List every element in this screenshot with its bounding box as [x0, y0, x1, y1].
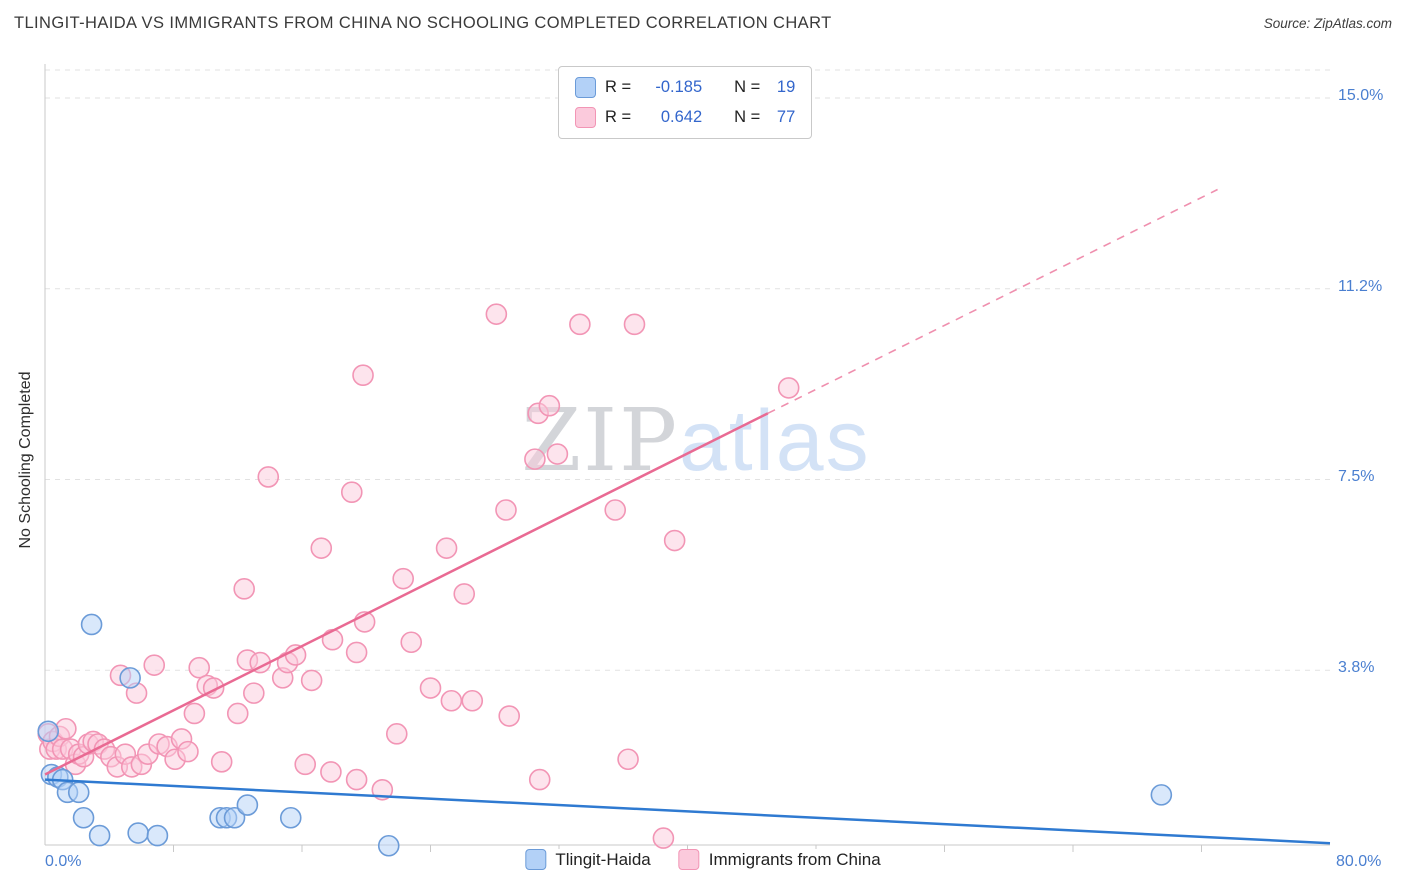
scatter-point-tlingit-haida [146, 824, 169, 847]
scatter-point-immigrants-from-china [498, 705, 521, 727]
r-label: R = [605, 108, 632, 126]
pink-series-swatch [575, 107, 596, 128]
scatter-point-tlingit-haida [127, 822, 149, 844]
scatter-point-immigrants-from-china [243, 682, 265, 704]
scatter-point-immigrants-from-china [777, 377, 800, 399]
legend-item-immigrants-china: Immigrants from China [678, 849, 881, 870]
scatter-point-immigrants-from-china [320, 761, 342, 783]
scatter-point-immigrants-from-china [538, 394, 561, 417]
x-axis-max-label: 80.0% [1336, 853, 1382, 870]
scatter-point-tlingit-haida [72, 806, 95, 829]
scatter-point-immigrants-from-china [604, 499, 627, 521]
scatter-point-immigrants-from-china [345, 641, 368, 664]
scatter-point-tlingit-haida [236, 794, 259, 816]
scatter-point-immigrants-from-china [340, 481, 363, 503]
scatter-point-immigrants-from-china [177, 740, 199, 763]
n-value: 77 [776, 108, 796, 126]
y-axis-title: No Schooling Completed [17, 371, 34, 549]
scatter-point-tlingit-haida [88, 824, 111, 847]
trend-line-tlingit-haida [44, 778, 1331, 845]
scatter-point-immigrants-from-china [663, 529, 686, 552]
scatter-point-immigrants-from-china [546, 443, 569, 465]
scatter-point-immigrants-from-china [257, 466, 280, 488]
trend-line-immigrants-from-china [44, 412, 769, 776]
scatter-point-tlingit-haida [279, 806, 302, 829]
scatter-point-immigrants-from-china [617, 748, 639, 771]
chart-legend: Tlingit-Haida Immigrants from China [515, 849, 891, 870]
r-value: 0.642 [660, 108, 703, 126]
scatter-point-immigrants-from-china [371, 778, 394, 801]
scatter-point-immigrants-from-china [55, 717, 77, 740]
scatter-point-immigrants-from-china [652, 827, 675, 849]
scatter-point-immigrants-from-china [321, 628, 344, 651]
scatter-point-immigrants-from-china [419, 677, 442, 699]
scatter-point-immigrants-from-china [143, 654, 166, 676]
scatter-point-immigrants-from-china [385, 723, 408, 745]
scatter-point-immigrants-from-china [294, 753, 317, 776]
scatter-point-immigrants-from-china [461, 689, 484, 712]
scatter-point-tlingit-haida [80, 613, 103, 636]
trend-line-immigrants-from-china-extension [767, 188, 1218, 415]
scatter-point-immigrants-from-china [623, 313, 646, 336]
scatter-point-immigrants-from-china [345, 768, 368, 791]
scatter-point-immigrants-from-china [440, 689, 463, 712]
immigrants-china-label: Immigrants from China [708, 849, 881, 869]
scatter-point-immigrants-from-china [528, 768, 551, 791]
y-tick-label: 7.5% [1338, 468, 1375, 486]
scatter-point-immigrants-from-china [495, 499, 517, 521]
scatter-point-immigrants-from-china [392, 567, 414, 590]
scatter-point-immigrants-from-china [435, 537, 458, 559]
stats-row-immigrants-china: R = 0.642 N = 77 [575, 107, 795, 128]
legend-item-tlingit-haida: Tlingit-Haida [525, 849, 651, 870]
scatter-point-immigrants-from-china [233, 578, 255, 600]
immigrants-china-swatch [678, 849, 700, 870]
scatter-point-tlingit-haida [67, 781, 90, 804]
y-tick-label: 15.0% [1338, 86, 1384, 104]
scatter-point-immigrants-from-china [188, 656, 210, 679]
n-label: N = [734, 108, 761, 126]
scatter-point-immigrants-from-china [300, 669, 323, 692]
scatter-point-immigrants-from-china [352, 364, 374, 386]
scatter-point-immigrants-from-china [183, 702, 206, 725]
y-tick-label: 3.8% [1338, 659, 1375, 677]
zipatlas-watermark: ZIPatlas [521, 398, 870, 484]
scatter-point-tlingit-haida [377, 834, 400, 857]
r-label: R = [605, 78, 632, 96]
scatter-point-immigrants-from-china [210, 751, 233, 773]
scatter-point-immigrants-from-china [310, 537, 333, 559]
scatter-point-immigrants-from-china [524, 448, 546, 470]
y-tick-label: 11.2% [1338, 277, 1383, 295]
tlingit-haida-label: Tlingit-Haida [555, 849, 651, 869]
tlingit-haida-swatch [525, 849, 547, 870]
scatter-point-tlingit-haida [37, 720, 60, 743]
scatter-point-immigrants-from-china [453, 583, 476, 605]
n-value: 19 [776, 78, 796, 96]
page-title: TLINGIT-HAIDA VS IMMIGRANTS FROM CHINA N… [14, 14, 832, 32]
scatter-point-tlingit-haida [223, 806, 246, 829]
scatter-point-tlingit-haida [1150, 784, 1173, 806]
x-axis-min-label: 0.0% [45, 853, 82, 870]
scatter-point-immigrants-from-china [569, 313, 591, 336]
scatter-point-immigrants-from-china [485, 303, 508, 325]
source-attribution: Source: ZipAtlas.com [1263, 16, 1392, 31]
r-value: -0.185 [655, 78, 703, 96]
n-label: N = [734, 78, 761, 96]
scatter-point-immigrants-from-china [400, 631, 423, 654]
correlation-stats-box: R = -0.185 N = 19 R = 0.642 N = 77 [558, 66, 813, 139]
scatter-point-immigrants-from-china [226, 702, 249, 725]
blue-series-swatch [575, 77, 596, 98]
scatter-point-tlingit-haida [119, 667, 141, 689]
stats-row-tlingit-haida: R = -0.185 N = 19 [575, 77, 795, 98]
